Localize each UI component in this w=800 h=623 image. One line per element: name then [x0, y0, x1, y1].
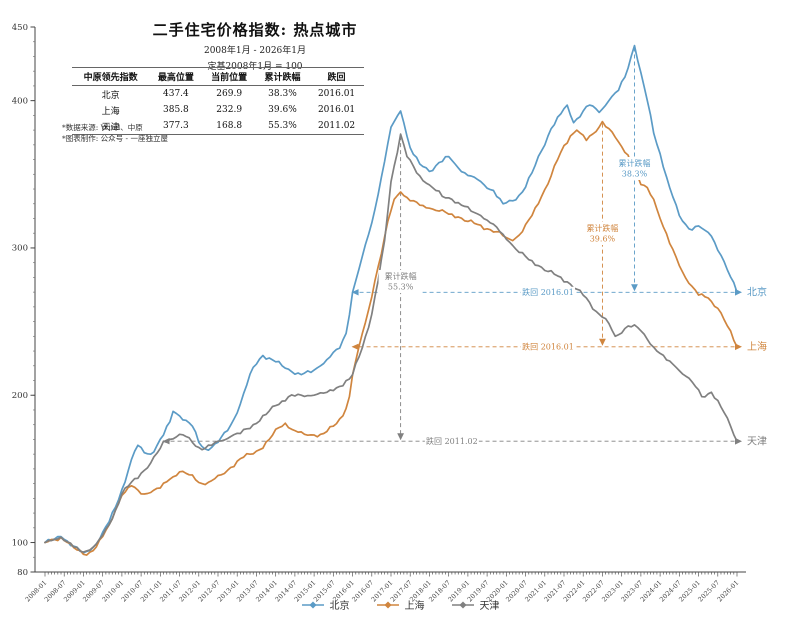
legend-label-beijing: 北京 [329, 601, 350, 612]
svg-text:450: 450 [12, 23, 28, 33]
legend: 北京 上海 天津 [0, 597, 800, 612]
svg-text:跌回 2016.01: 跌回 2016.01 [522, 287, 574, 297]
cell-current: 269.9 [216, 89, 243, 99]
svg-text:80: 80 [17, 568, 28, 578]
title-block: 二手住宅价格指数: 热点城市 2008年1月 - 2026年1月 定基2008年… [90, 19, 420, 72]
col-header-current: 当前位置 [202, 67, 256, 86]
cell-backto: 2016.01 [317, 89, 356, 99]
cell-peak: 377.3 [163, 121, 189, 131]
series-line-1 [44, 120, 738, 556]
cell-city: 天津 [101, 122, 120, 133]
table-row-tianjin: 天津 377.3 168.8 55.3% 2011.02 [72, 118, 364, 135]
summary-table-header-row: 中原领先指数 最高位置 当前位置 累计跌幅 跌回 [72, 67, 364, 86]
svg-text:100: 100 [12, 538, 28, 548]
svg-text:累计跌幅: 累计跌幅 [618, 158, 650, 168]
col-header-index: 中原领先指数 [72, 67, 150, 86]
legend-item-shanghai: 上海 [376, 597, 425, 612]
summary-table: 中原领先指数 最高位置 当前位置 累计跌幅 跌回 北京 437.4 269.9 … [72, 67, 364, 135]
svg-text:累计跌幅: 累计跌幅 [385, 271, 417, 281]
cell-backto: 2011.02 [317, 121, 356, 131]
svg-text:北京: 北京 [747, 286, 767, 299]
axes [34, 27, 746, 573]
footnote-source: *数据来源: Wind、中原 [62, 123, 143, 132]
svg-text:400: 400 [12, 96, 28, 106]
svg-text:38.3%: 38.3% [622, 170, 648, 179]
series-line-0 [44, 44, 738, 554]
series-lines [44, 44, 738, 556]
table-row-shanghai: 上海 385.8 232.9 39.6% 2016.01 [72, 102, 364, 118]
svg-text:跌回 2011.02: 跌回 2011.02 [426, 436, 478, 446]
series-line-2 [44, 133, 738, 553]
svg-text:累计跌幅: 累计跌幅 [586, 223, 618, 233]
legend-label-tianjin: 天津 [479, 601, 500, 612]
col-header-drawdown: 累计跌幅 [255, 67, 310, 86]
svg-text:39.6%: 39.6% [590, 235, 616, 244]
legend-marker-shanghai-icon [376, 600, 400, 610]
col-header-peak: 最高位置 [149, 67, 203, 86]
svg-text:跌回 2016.01: 跌回 2016.01 [522, 342, 574, 352]
legend-item-beijing: 北京 [301, 597, 350, 612]
svg-text:上海: 上海 [747, 340, 767, 353]
legend-marker-tianjin-icon [451, 600, 475, 610]
cell-drawdown: 55.3% [268, 121, 297, 131]
svg-text:200: 200 [12, 391, 28, 401]
footnote-author: *图表制作: 公众号 - 一座独立屋 [62, 134, 168, 143]
cell-city: 上海 [101, 106, 120, 117]
cell-backto: 2016.01 [317, 105, 356, 115]
chart-subtitle-range: 2008年1月 - 2026年1月 [203, 46, 307, 56]
table-row-beijing: 北京 437.4 269.9 38.3% 2016.01 [72, 86, 364, 103]
cell-drawdown: 39.6% [268, 105, 297, 115]
legend-label-shanghai: 上海 [404, 601, 425, 612]
chart-title: 二手住宅价格指数: 热点城市 [152, 21, 358, 39]
footnotes: *数据来源: Wind、中原 *图表制作: 公众号 - 一座独立屋 [62, 122, 168, 144]
cell-peak: 385.8 [163, 105, 189, 115]
svg-text:300: 300 [12, 244, 28, 254]
y-axis: 80 100 200 300 400 450 [12, 23, 35, 578]
cell-peak: 437.4 [163, 89, 189, 99]
cell-current: 232.9 [216, 105, 243, 115]
legend-marker-beijing-icon [301, 600, 325, 610]
svg-text:55.3%: 55.3% [388, 283, 414, 292]
col-header-backto: 跌回 [309, 67, 364, 86]
cell-drawdown: 38.3% [268, 89, 297, 99]
legend-item-tianjin: 天津 [451, 597, 500, 612]
svg-text:天津: 天津 [747, 436, 767, 448]
cell-current: 168.8 [216, 121, 243, 131]
cell-city: 北京 [101, 90, 120, 101]
